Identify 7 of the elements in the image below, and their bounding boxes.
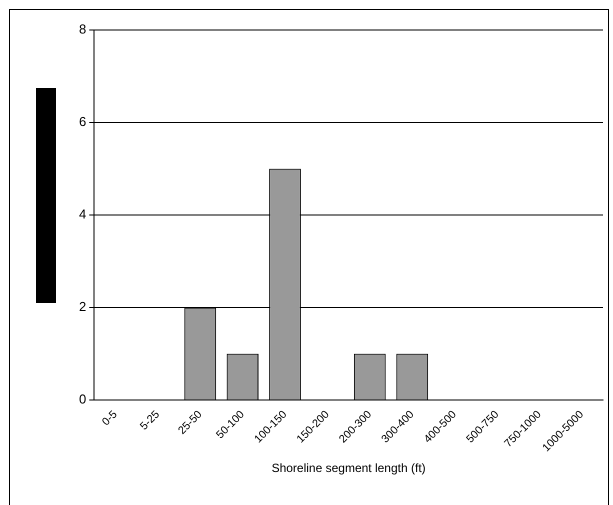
y-tick-label: 6 (78, 114, 86, 130)
y-tick-label: 0 (78, 392, 86, 407)
y-tick-label: 8 (78, 22, 86, 37)
x-axis-title: Shoreline segment length (ft) (272, 461, 426, 476)
y-tick-label: 4 (78, 206, 86, 222)
y-tick-label: 2 (78, 299, 86, 314)
x-tick-label: 0-5 (100, 408, 120, 428)
